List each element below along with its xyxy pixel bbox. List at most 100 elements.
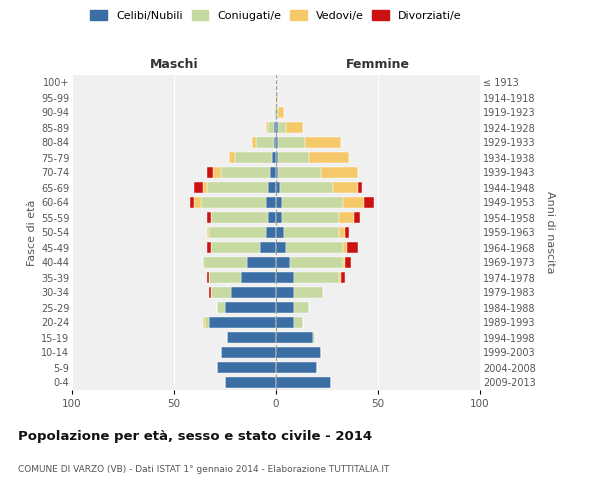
Bar [217, 362, 276, 373]
Bar [225, 377, 276, 388]
Bar [211, 242, 260, 253]
Bar [203, 317, 205, 328]
Bar [209, 317, 276, 328]
Bar [274, 122, 276, 133]
Bar [282, 197, 343, 208]
Bar [295, 287, 323, 298]
Bar [276, 362, 317, 373]
Bar [270, 167, 276, 178]
Bar [256, 137, 274, 148]
Bar [276, 137, 278, 148]
Bar [206, 182, 268, 193]
Bar [211, 287, 231, 298]
Bar [347, 242, 358, 253]
Bar [205, 317, 209, 328]
Bar [221, 167, 270, 178]
Bar [364, 197, 374, 208]
Bar [276, 257, 290, 268]
Bar [276, 317, 295, 328]
Bar [229, 152, 235, 163]
Bar [290, 257, 343, 268]
Bar [209, 227, 266, 238]
Bar [268, 212, 276, 223]
Bar [211, 212, 268, 223]
Bar [321, 167, 358, 178]
Bar [217, 302, 225, 313]
Bar [247, 257, 276, 268]
Bar [206, 242, 211, 253]
Bar [339, 272, 341, 283]
Bar [276, 302, 295, 313]
Bar [276, 182, 280, 193]
Bar [278, 167, 321, 178]
Bar [278, 152, 308, 163]
Bar [241, 272, 276, 283]
Bar [295, 317, 302, 328]
Bar [295, 272, 339, 283]
Bar [276, 212, 282, 223]
Bar [206, 227, 209, 238]
Bar [231, 287, 276, 298]
Bar [341, 272, 346, 283]
Bar [251, 137, 256, 148]
Bar [190, 197, 194, 208]
Bar [194, 197, 200, 208]
Bar [206, 212, 211, 223]
Bar [276, 167, 278, 178]
Bar [213, 167, 221, 178]
Bar [209, 287, 211, 298]
Bar [276, 332, 313, 343]
Bar [286, 122, 302, 133]
Bar [305, 137, 341, 148]
Text: Femmine: Femmine [346, 58, 410, 70]
Bar [343, 242, 347, 253]
Bar [268, 182, 276, 193]
Bar [194, 182, 203, 193]
Bar [266, 122, 268, 133]
Bar [353, 212, 359, 223]
Bar [358, 182, 362, 193]
Bar [276, 377, 331, 388]
Bar [308, 152, 349, 163]
Bar [200, 197, 266, 208]
Bar [343, 197, 364, 208]
Bar [209, 272, 241, 283]
Text: Maschi: Maschi [149, 58, 199, 70]
Bar [276, 287, 295, 298]
Bar [276, 347, 321, 358]
Bar [276, 92, 278, 103]
Text: Popolazione per età, sesso e stato civile - 2014: Popolazione per età, sesso e stato civil… [18, 430, 372, 443]
Bar [276, 272, 295, 283]
Bar [282, 212, 339, 223]
Bar [333, 182, 358, 193]
Bar [274, 137, 276, 148]
Bar [276, 227, 284, 238]
Bar [203, 182, 206, 193]
Bar [268, 122, 274, 133]
Text: COMUNE DI VARZO (VB) - Dati ISTAT 1° gennaio 2014 - Elaborazione TUTTITALIA.IT: COMUNE DI VARZO (VB) - Dati ISTAT 1° gen… [18, 465, 389, 474]
Bar [278, 122, 286, 133]
Y-axis label: Anni di nascita: Anni di nascita [545, 191, 555, 274]
Bar [276, 152, 278, 163]
Bar [346, 227, 349, 238]
Bar [284, 227, 339, 238]
Legend: Celibi/Nubili, Coniugati/e, Vedovi/e, Divorziati/e: Celibi/Nubili, Coniugati/e, Vedovi/e, Di… [86, 6, 466, 25]
Bar [346, 257, 352, 268]
Bar [276, 242, 286, 253]
Bar [235, 152, 272, 163]
Bar [313, 332, 315, 343]
Bar [280, 182, 333, 193]
Bar [266, 227, 276, 238]
Bar [343, 257, 346, 268]
Bar [339, 227, 346, 238]
Bar [260, 242, 276, 253]
Bar [278, 137, 305, 148]
Bar [286, 242, 343, 253]
Bar [221, 347, 276, 358]
Bar [278, 107, 284, 118]
Bar [203, 257, 247, 268]
Bar [295, 302, 308, 313]
Bar [274, 107, 276, 118]
Bar [227, 332, 276, 343]
Bar [206, 167, 213, 178]
